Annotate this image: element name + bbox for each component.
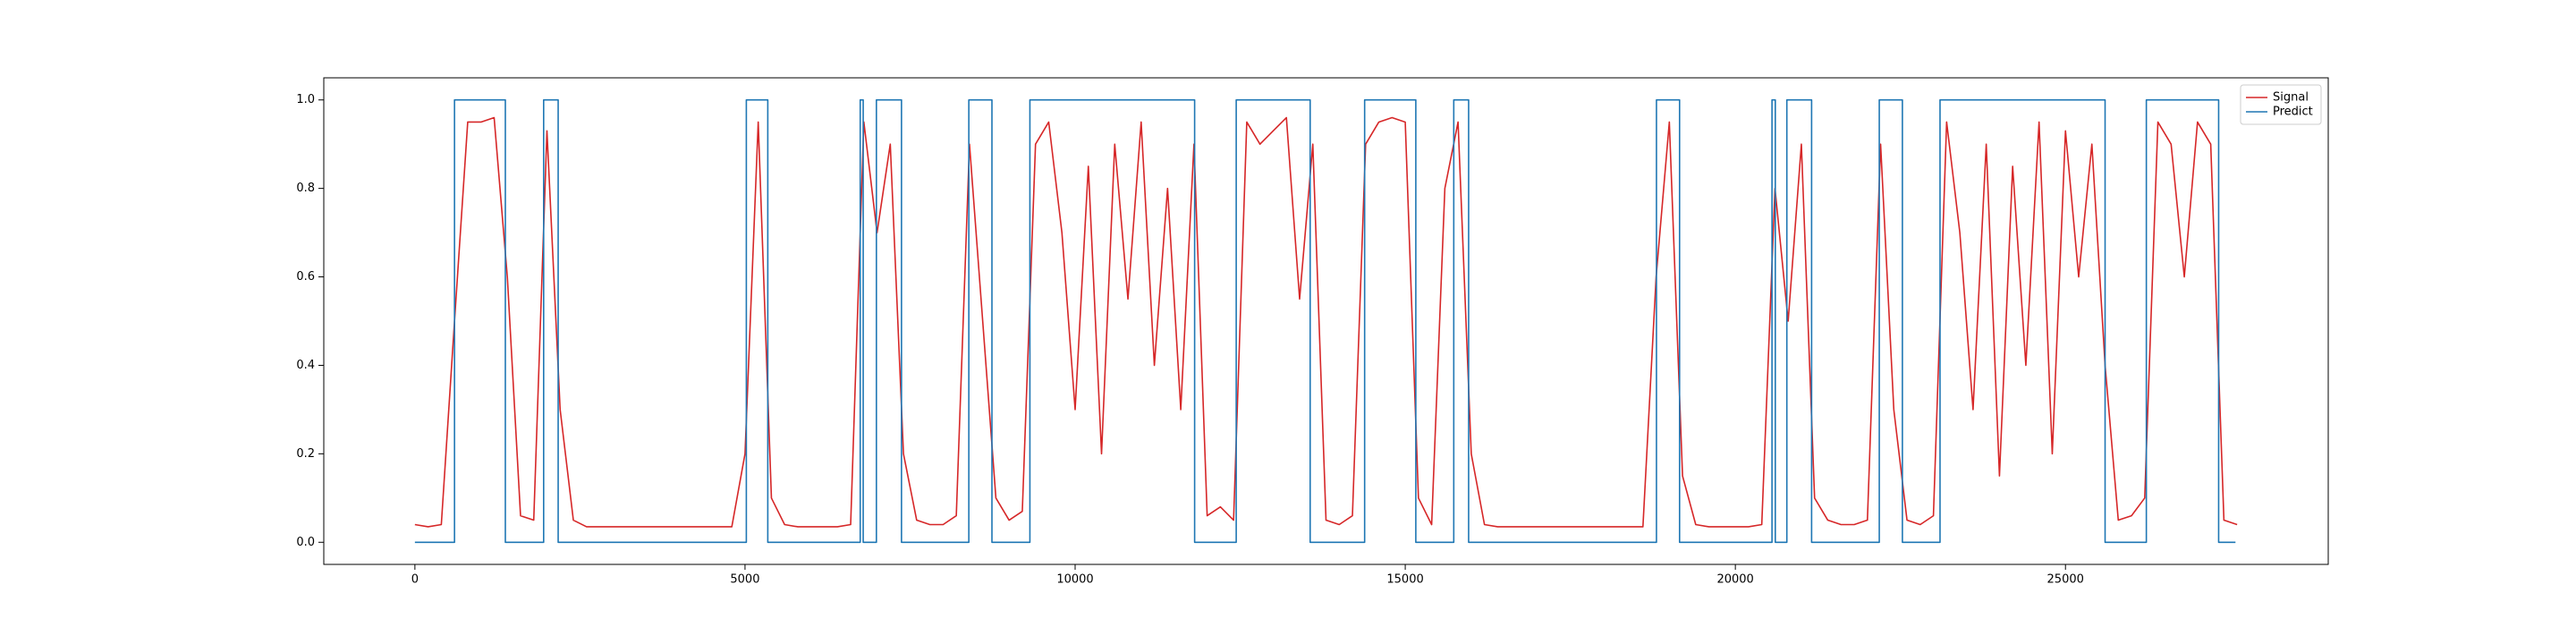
x-tick-label: 5000 xyxy=(730,573,759,587)
y-tick-label: 0.2 xyxy=(296,447,315,461)
y-tick-label: 0.8 xyxy=(296,182,315,195)
y-tick-label: 1.0 xyxy=(296,93,315,106)
x-tick-label: 20000 xyxy=(1716,573,1753,587)
x-tick-label: 0 xyxy=(411,573,419,587)
y-tick-label: 0.4 xyxy=(296,359,315,372)
y-tick-label: 0.6 xyxy=(296,270,315,284)
x-tick-label: 15000 xyxy=(1386,573,1423,587)
y-tick-label: 0.0 xyxy=(296,536,315,549)
legend-box xyxy=(2240,84,2322,125)
legend-label: Predict xyxy=(2273,106,2313,119)
series-line xyxy=(414,98,2236,544)
x-tick-label: 10000 xyxy=(1056,573,1093,587)
x-tick-label: 25000 xyxy=(2047,573,2084,587)
plot-frame xyxy=(323,77,2329,565)
series-line xyxy=(414,116,2238,528)
legend-label: Signal xyxy=(2273,91,2309,105)
